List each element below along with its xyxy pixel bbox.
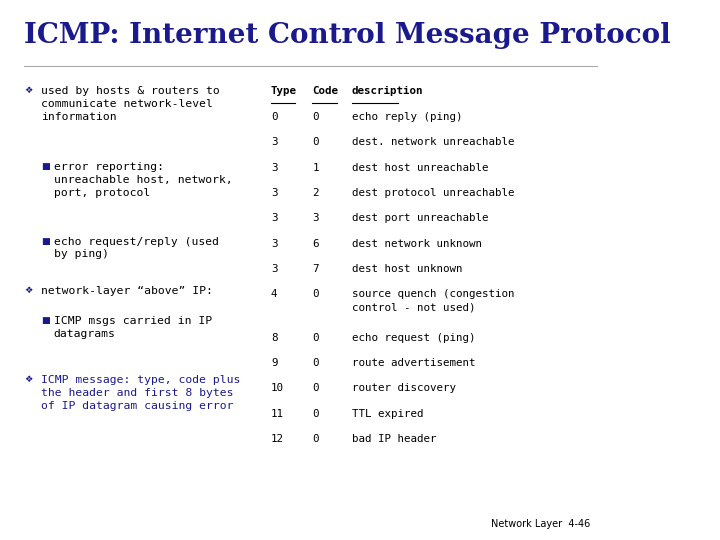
Text: ■: ■ bbox=[42, 237, 50, 246]
Text: ICMP msgs carried in IP
datagrams: ICMP msgs carried in IP datagrams bbox=[53, 316, 212, 339]
Text: Code: Code bbox=[312, 86, 338, 97]
Text: 3: 3 bbox=[271, 188, 277, 198]
Text: bad IP header: bad IP header bbox=[352, 434, 436, 444]
Text: 4: 4 bbox=[271, 289, 277, 300]
Text: TTL expired: TTL expired bbox=[352, 409, 423, 419]
Text: 8: 8 bbox=[271, 333, 277, 343]
Text: echo reply (ping): echo reply (ping) bbox=[352, 112, 462, 122]
Text: network-layer “above” IP:: network-layer “above” IP: bbox=[42, 286, 213, 296]
Text: error reporting:
unreachable host, network,
port, protocol: error reporting: unreachable host, netwo… bbox=[53, 162, 233, 198]
Text: 3: 3 bbox=[312, 213, 319, 224]
Text: 0: 0 bbox=[312, 358, 319, 368]
Text: Type: Type bbox=[271, 86, 297, 97]
Text: ■: ■ bbox=[42, 316, 50, 325]
Text: echo request/reply (used
by ping): echo request/reply (used by ping) bbox=[53, 237, 219, 259]
Text: route advertisement: route advertisement bbox=[352, 358, 475, 368]
Text: 12: 12 bbox=[271, 434, 284, 444]
Text: 6: 6 bbox=[312, 239, 319, 249]
Text: dest host unreachable: dest host unreachable bbox=[352, 163, 488, 173]
Text: 3: 3 bbox=[271, 213, 277, 224]
Text: 9: 9 bbox=[271, 358, 277, 368]
Text: 3: 3 bbox=[271, 264, 277, 274]
Text: dest protocol unreachable: dest protocol unreachable bbox=[352, 188, 515, 198]
Text: description: description bbox=[352, 86, 423, 97]
Text: 0: 0 bbox=[312, 383, 319, 394]
Text: dest host unknown: dest host unknown bbox=[352, 264, 462, 274]
Text: 0: 0 bbox=[271, 112, 277, 122]
Text: ICMP: Internet Control Message Protocol: ICMP: Internet Control Message Protocol bbox=[24, 22, 671, 49]
Text: 0: 0 bbox=[312, 409, 319, 419]
Text: 0: 0 bbox=[312, 112, 319, 122]
Text: echo request (ping): echo request (ping) bbox=[352, 333, 475, 343]
Text: 11: 11 bbox=[271, 409, 284, 419]
Text: Network Layer  4-46: Network Layer 4-46 bbox=[492, 519, 590, 529]
Text: 3: 3 bbox=[271, 137, 277, 147]
Text: router discovery: router discovery bbox=[352, 383, 456, 394]
Text: 0: 0 bbox=[312, 434, 319, 444]
Text: used by hosts & routers to
communicate network-level
information: used by hosts & routers to communicate n… bbox=[42, 86, 220, 122]
Text: 1: 1 bbox=[312, 163, 319, 173]
Text: dest port unreachable: dest port unreachable bbox=[352, 213, 488, 224]
Text: 0: 0 bbox=[312, 333, 319, 343]
Text: dest network unknown: dest network unknown bbox=[352, 239, 482, 249]
Text: source quench (congestion
control - not used): source quench (congestion control - not … bbox=[352, 289, 515, 312]
Text: ICMP message: type, code plus
the header and first 8 bytes
of IP datagram causin: ICMP message: type, code plus the header… bbox=[42, 375, 240, 411]
Text: ■: ■ bbox=[42, 162, 50, 171]
Text: ❖: ❖ bbox=[24, 86, 32, 96]
Text: 10: 10 bbox=[271, 383, 284, 394]
Text: dest. network unreachable: dest. network unreachable bbox=[352, 137, 515, 147]
Text: 3: 3 bbox=[271, 163, 277, 173]
Text: 0: 0 bbox=[312, 137, 319, 147]
Text: 3: 3 bbox=[271, 239, 277, 249]
Text: 7: 7 bbox=[312, 264, 319, 274]
Text: 2: 2 bbox=[312, 188, 319, 198]
Text: 0: 0 bbox=[312, 289, 319, 300]
Text: ❖: ❖ bbox=[24, 375, 32, 384]
Text: ❖: ❖ bbox=[24, 286, 32, 295]
